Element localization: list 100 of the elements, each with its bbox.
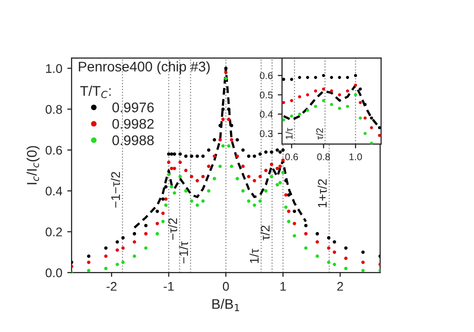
point xyxy=(104,266,108,270)
point xyxy=(290,114,294,118)
y-tick-label: 0.6 xyxy=(260,72,273,80)
point xyxy=(190,199,194,203)
point xyxy=(306,93,310,96)
point xyxy=(370,126,374,130)
ref-line-label: 1/τ xyxy=(250,248,259,264)
point xyxy=(338,106,342,110)
point xyxy=(378,134,382,137)
ref-line-label: −τ/2 xyxy=(168,218,178,240)
x-axis-title: B/B$_{1}$ xyxy=(212,298,240,312)
point xyxy=(298,95,302,98)
point xyxy=(104,246,108,250)
point xyxy=(358,116,362,120)
point xyxy=(270,174,274,178)
point xyxy=(221,118,225,122)
point xyxy=(258,199,262,203)
point xyxy=(247,174,250,178)
point xyxy=(116,248,119,252)
point xyxy=(227,107,230,111)
y-tick-label: 0.2 xyxy=(46,228,62,236)
point xyxy=(87,260,90,264)
point xyxy=(207,148,210,152)
legend-title: T/T$_{C}$: xyxy=(80,86,111,98)
x-tick-label: 0 xyxy=(222,282,229,291)
point xyxy=(290,78,294,81)
point xyxy=(132,254,136,258)
point xyxy=(346,89,350,92)
point xyxy=(258,174,262,178)
point xyxy=(304,224,308,228)
point xyxy=(278,164,282,168)
y-tick-label: 0.5 xyxy=(260,92,273,98)
x-tick-label: -2 xyxy=(106,282,117,291)
point xyxy=(132,240,136,244)
point xyxy=(218,164,222,168)
ref-line-label: 1/τ xyxy=(285,128,293,140)
point xyxy=(378,126,382,130)
ref-line-label: −1−τ/2 xyxy=(110,172,120,208)
point xyxy=(104,254,108,258)
point xyxy=(276,166,279,170)
point xyxy=(156,210,159,213)
point xyxy=(190,174,194,178)
point xyxy=(330,102,334,106)
point xyxy=(292,234,296,238)
point xyxy=(344,246,348,250)
point xyxy=(236,138,239,142)
point xyxy=(116,262,119,266)
y-tick-label: 0.4 xyxy=(46,186,62,196)
point xyxy=(264,150,268,154)
point xyxy=(332,262,336,266)
point xyxy=(284,193,288,197)
point xyxy=(178,152,182,156)
point xyxy=(196,203,199,207)
point xyxy=(252,203,256,207)
point xyxy=(236,154,239,158)
point xyxy=(156,222,159,226)
point xyxy=(344,256,348,260)
point xyxy=(270,162,274,166)
point xyxy=(167,172,170,176)
point xyxy=(298,112,302,116)
point xyxy=(212,138,216,142)
point xyxy=(258,152,262,156)
point xyxy=(224,76,228,80)
point xyxy=(156,232,159,236)
legend-label: 0.9982 xyxy=(112,118,154,129)
ref-line-label: τ/2 xyxy=(260,226,270,240)
point xyxy=(236,176,239,180)
point xyxy=(167,152,170,156)
y-tick-label: 0.8 xyxy=(46,104,62,114)
point xyxy=(290,99,294,102)
point xyxy=(212,176,216,180)
point xyxy=(241,164,245,168)
point xyxy=(178,174,182,178)
point xyxy=(346,104,350,108)
point xyxy=(224,70,228,74)
ref-line-label: 1+τ/2 xyxy=(318,179,327,208)
point xyxy=(184,154,188,158)
point xyxy=(292,210,296,213)
point xyxy=(221,107,225,111)
x-tick-label: 0.6 xyxy=(285,153,298,160)
point xyxy=(316,232,319,236)
point xyxy=(144,224,148,228)
point xyxy=(314,104,318,108)
point xyxy=(121,236,125,240)
point xyxy=(241,189,245,193)
point xyxy=(304,232,308,236)
point xyxy=(327,236,330,240)
point xyxy=(264,189,268,193)
point xyxy=(170,185,174,188)
point xyxy=(364,116,367,120)
point xyxy=(247,154,250,158)
point xyxy=(322,74,326,78)
point xyxy=(227,118,230,122)
point xyxy=(327,260,330,264)
point xyxy=(207,189,210,193)
point xyxy=(361,260,365,264)
point xyxy=(276,148,279,152)
point xyxy=(196,154,199,158)
x-tick-label: 2 xyxy=(337,282,343,291)
point xyxy=(172,152,176,156)
